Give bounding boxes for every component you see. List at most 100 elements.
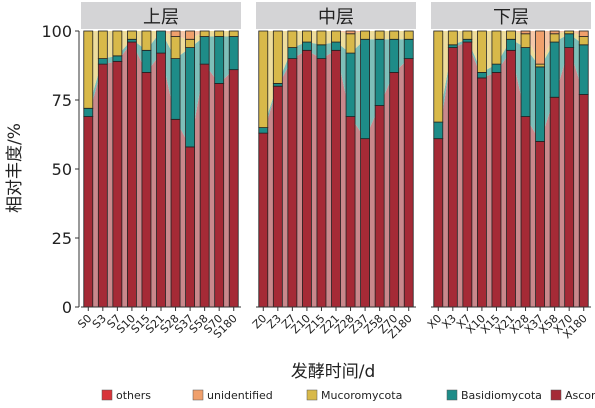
legend-swatch	[446, 389, 458, 401]
bar-x70-ascomycota	[564, 47, 575, 308]
bar-x10-ascomycota	[477, 77, 487, 308]
bar-z180-ascomycota	[403, 58, 414, 308]
bar-x15-mucoromycota	[491, 30, 502, 65]
legend-label: Mucoromycota	[321, 389, 402, 402]
bar-s7-mucoromycota	[112, 30, 123, 57]
bar-z180-mucoromycota	[403, 30, 414, 40]
y-tick-label: 75	[52, 91, 72, 110]
ribbon-basidiomycota	[88, 31, 234, 147]
bar-s15-ascomycota	[141, 72, 152, 308]
bar-s21-basidiomycota	[156, 30, 166, 54]
panel-strip	[81, 2, 241, 29]
ribbon-basidiomycota	[263, 39, 409, 139]
bar-z15-ascomycota	[316, 58, 327, 308]
bar-s70-basidiomycota	[214, 36, 225, 84]
bar-x21-basidiomycota	[506, 38, 516, 51]
bar-x58-basidiomycota	[549, 41, 560, 98]
bar-x10-mucoromycota	[477, 30, 487, 73]
bar-z70-ascomycota	[389, 72, 400, 308]
ribbon-unidentified	[438, 31, 584, 65]
bar-s58-mucoromycota	[199, 30, 210, 37]
bar-x28-ascomycota	[520, 116, 531, 308]
legend: others unidentified Mucoromycota Basidiomyc…	[101, 389, 595, 402]
bar-x58-ascomycota	[549, 96, 560, 308]
bar-z37-ascomycota	[360, 138, 370, 308]
bar-s0-mucoromycota	[83, 30, 94, 109]
bar-x28-unidentified	[520, 30, 531, 35]
bar-z70-mucoromycota	[389, 30, 400, 40]
bar-s10-mucoromycota	[127, 30, 137, 40]
bar-z15-basidiomycota	[316, 44, 327, 59]
ribbon-basidiomycota	[438, 33, 584, 142]
bar-x10-basidiomycota	[477, 72, 487, 79]
bar-s37-ascomycota	[185, 146, 195, 308]
bar-s15-basidiomycota	[141, 49, 152, 73]
y-tick-label: 0	[62, 298, 72, 317]
bar-z37-basidiomycota	[360, 38, 370, 140]
panel-strip	[256, 2, 416, 29]
bar-s58-ascomycota	[199, 63, 210, 308]
y-tick-label: 25	[52, 229, 72, 248]
bar-z3-basidiomycota	[272, 83, 283, 87]
bar-z28-ascomycota	[345, 116, 356, 308]
bar-x58-unidentified	[549, 30, 560, 35]
y-axis-title: 相对丰度/%	[5, 123, 25, 213]
bar-x15-basidiomycota	[491, 63, 502, 73]
legend-swatch	[306, 389, 318, 401]
panel-title: 下层	[493, 7, 529, 28]
bar-z28-basidiomycota	[345, 52, 356, 117]
bar-s28-ascomycota	[170, 118, 181, 308]
bar-x58-mucoromycota	[549, 33, 560, 43]
bar-z10-ascomycota	[302, 49, 312, 308]
bar-x7-ascomycota	[462, 41, 473, 308]
bar-z58-mucoromycota	[374, 30, 385, 40]
bar-x37-basidiomycota	[535, 66, 545, 142]
bar-s7-ascomycota	[112, 60, 123, 308]
bar-x28-mucoromycota	[520, 33, 531, 48]
panel-title: 中层	[318, 7, 354, 28]
panel-title: 上层	[143, 7, 179, 28]
bar-s3-mucoromycota	[97, 30, 108, 60]
legend-item-unidentified: unidentified	[192, 389, 273, 402]
bar-s10-ascomycota	[127, 41, 137, 308]
bar-s70-ascomycota	[214, 83, 225, 308]
bar-s0-basidiomycota	[83, 107, 94, 117]
bar-z0-mucoromycota	[258, 30, 269, 128]
bar-z21-ascomycota	[331, 49, 341, 308]
bar-z3-mucoromycota	[272, 30, 283, 84]
bar-x7-basidiomycota	[462, 38, 473, 43]
legend-item-basidiomycota: Basidiomycota	[446, 389, 542, 402]
bar-x37-unidentified	[535, 30, 545, 65]
bar-s3-basidiomycota	[97, 58, 108, 65]
y-tick-label: 50	[52, 160, 72, 179]
bar-s37-unidentified	[185, 30, 195, 40]
panel-strip	[431, 2, 591, 29]
bar-x180-unidentified	[578, 30, 589, 37]
bar-x21-ascomycota	[506, 49, 516, 308]
legend-label: Ascomycota	[565, 389, 595, 402]
ribbon-unidentified	[88, 31, 234, 40]
legend-item-others: others	[101, 389, 151, 402]
bar-z180-basidiomycota	[403, 38, 414, 59]
bar-z70-basidiomycota	[389, 38, 400, 73]
bar-s10-basidiomycota	[127, 38, 137, 43]
bar-x37-mucoromycota	[535, 63, 545, 68]
bar-x70-basidiomycota	[564, 33, 575, 48]
bar-z37-mucoromycota	[360, 30, 370, 40]
bar-x21-mucoromycota	[506, 30, 516, 40]
bar-z28-mucoromycota	[345, 33, 356, 54]
bar-x0-ascomycota	[433, 138, 444, 308]
bar-z0-ascomycota	[258, 132, 269, 308]
legend-swatch	[192, 389, 204, 401]
y-tick-label: 100	[41, 22, 72, 41]
bar-z7-mucoromycota	[287, 30, 298, 48]
bar-z28-unidentified	[345, 30, 356, 35]
bar-x0-basidiomycota	[433, 121, 444, 140]
bar-s0-ascomycota	[83, 116, 94, 308]
bar-z7-ascomycota	[287, 58, 298, 308]
bar-z10-basidiomycota	[302, 41, 312, 51]
